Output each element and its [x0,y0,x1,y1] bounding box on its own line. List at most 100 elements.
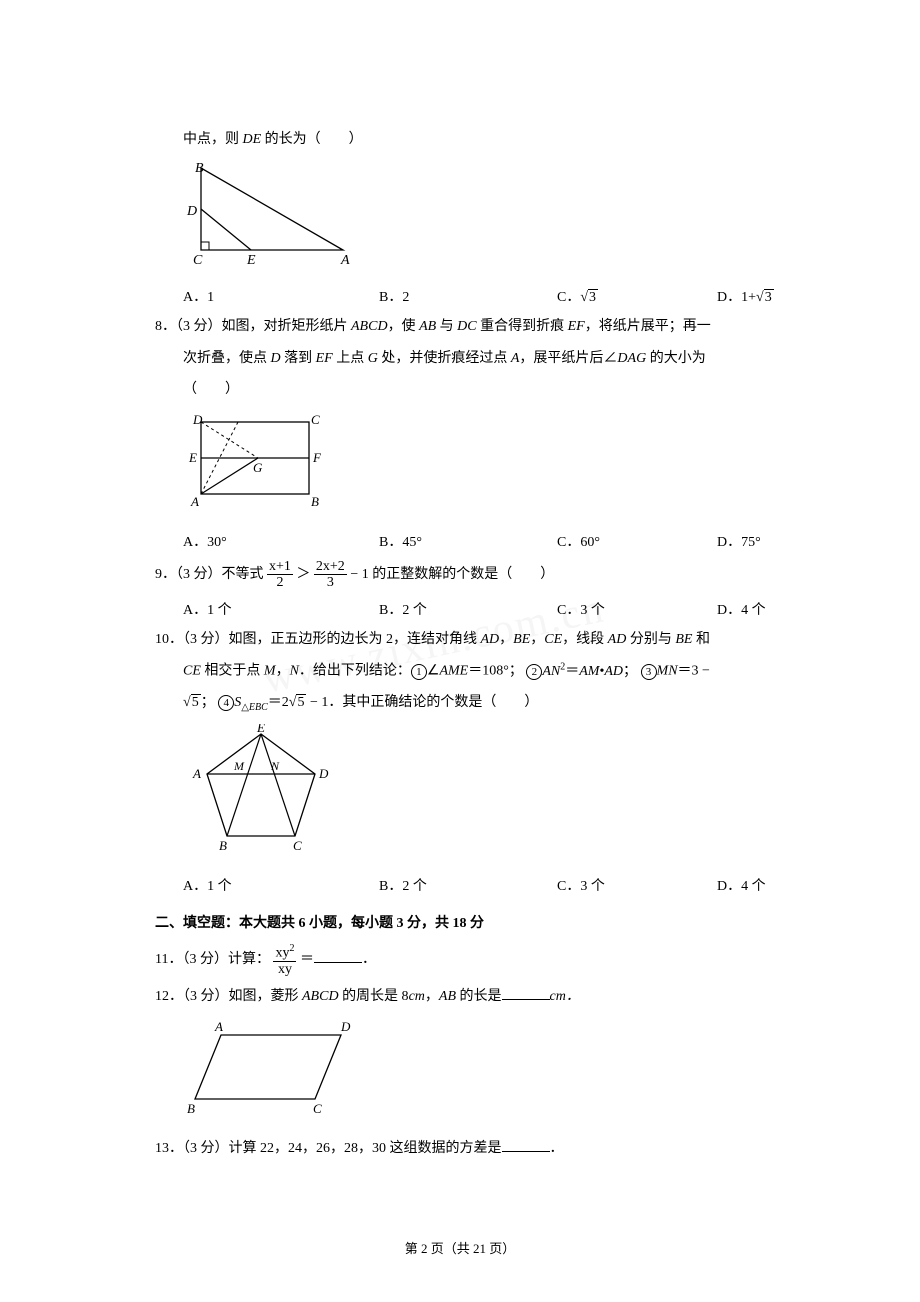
q10-a-v: 1 个 [207,879,232,894]
q9-frac2: 2x+23 [314,559,347,591]
q8-b1: ，使 AB 与 DC 重合得到折痕 EF，将纸片展平；再一 [388,319,711,334]
page-content: 中点，则 DE 的长为（ ） B D C E A A．1 B．2 C．√3 D．… [155,125,775,1164]
q9-pre: 9．（3 分）不等式 [155,567,264,582]
q8-opt-d: D．75° [717,528,761,557]
q9-frac1: x+12 [267,559,293,591]
q9-f1n: x+1 [267,559,293,575]
svg-text:F: F [312,450,322,465]
q8-options: A．30° B．45° C．60° D．75° [155,528,775,557]
q7-figure: B D C E A [183,160,775,276]
q9-b-v: 2 个 [402,603,427,618]
svg-text:A: A [214,1019,223,1034]
svg-text:G: G [253,460,263,475]
q7-opt-a-val: 1 [207,290,214,305]
q13-stem: 13．（3 分）计算 22，24，26，28，30 这组数据的方差是． [155,1134,775,1163]
q8-a-v: 30° [207,535,227,550]
svg-text:N: N [270,759,280,773]
svg-text:A: A [192,766,201,781]
q8-stem-2: 次折叠，使点 D 落到 EF 上点 G 处，并使折痕经过点 A，展平纸片后∠DA… [155,344,775,373]
svg-text:E: E [246,253,256,265]
q7-opt-a: A．1 [183,283,379,312]
q11-pre: 11．（3 分）计算： [155,952,270,967]
q10-options: A．1 个 B．2 个 C．3 个 D．4 个 [155,872,775,901]
q10-d-v: 4 个 [741,879,766,894]
q7-options: A．1 B．2 C．√3 D．1+√3 [155,283,775,312]
q11-num: xy2 [273,943,296,962]
svg-text:E: E [256,724,265,735]
svg-text:E: E [188,450,197,465]
svg-text:D: D [186,204,197,219]
q10-figure: E A D B C M N [183,724,775,865]
circ-1: 1 [411,664,427,680]
q10-c3: MN＝3 − [657,664,710,679]
page-number: 第 2 页（共 21 页） [0,1235,920,1262]
svg-text:A: A [340,253,350,265]
q10-sqrt5b: √5 [289,694,307,710]
q7-stem-tail: 中点，则 DE 的长为（ ） [155,125,775,154]
q9-f2d: 3 [314,575,347,590]
q13-s: 13．（3 分）计算 22，24，26，28，30 这组数据的方差是 [155,1141,502,1156]
q12-blank [502,986,550,1000]
q12-unit: cm． [550,989,580,1004]
q11-stem: 11．（3 分）计算： xy2 xy ＝ ． [155,940,775,979]
svg-text:A: A [190,494,199,509]
q10-opt-b: B．2 个 [379,872,557,901]
q7-opt-b: B．2 [379,283,557,312]
q7-triangle-svg: B D C E A [183,160,363,265]
svg-text:B: B [187,1101,195,1116]
q9-opt-a: A．1 个 [183,596,379,625]
svg-text:M: M [233,759,245,773]
circ-2: 2 [526,664,542,680]
q11-frac: xy2 xy [273,943,296,977]
q8-opt-a: A．30° [183,528,379,557]
q11-tail: ． [362,952,376,967]
q10-stem-2: CE 相交于点 M，N．给出下列结论：1∠AME＝108°； 2AN2＝AM•A… [155,656,775,686]
q8-stem-3: （ ） [155,375,775,404]
circ-4: 4 [218,695,234,711]
q9-stem: 9．（3 分）不等式 x+12 ＞ 2x+23 − 1 的正整数解的个数是（ ） [155,557,775,593]
q10-stem-3: √5； 4S△EBC＝2√5 − 1．其中正确结论的个数是（ ） [155,688,775,718]
q10-c-v: 3 个 [580,879,605,894]
q8-b-v: 45° [402,535,422,550]
q9-f1d: 2 [267,575,293,590]
q10-c2: AN2＝AM•AD； [542,664,637,679]
q11-eq: ＝ [300,952,314,967]
q8-abcd: ABCD [351,319,388,334]
q12-figure: A D B C [183,1017,775,1128]
circ-3: 3 [641,664,657,680]
q8-b2: 次折叠，使点 D 落到 EF 上点 G 处，并使折痕经过点 A，展平纸片后∠DA… [183,351,706,366]
q9-opt-b: B．2 个 [379,596,557,625]
section2-heading: 二、填空题：本大题共 6 小题，每小题 3 分，共 18 分 [155,909,775,938]
q12-stem: 12．（3 分）如图，菱形 ABCD 的周长是 8cm，AB 的长是cm． [155,982,775,1011]
q10-pentagon-svg: E A D B C M N [183,724,343,854]
q8-figure: D C E F A B G [183,410,775,521]
q10-b-v: 2 个 [402,879,427,894]
q10-opt-a: A．1 个 [183,872,379,901]
q9-gt: ＞ [296,567,310,582]
svg-text:C: C [311,412,320,427]
q11-den: xy [273,962,296,977]
q7-opt-c: C．√3 [557,283,717,312]
q9-options: A．1 个 B．2 个 C．3 个 D．4 个 [155,596,775,625]
q10-c4t: − 1．其中正确结论的个数是（ ） [306,695,538,710]
q9-c-v: 3 个 [580,603,605,618]
svg-text:C: C [313,1101,322,1116]
q11-blank [314,949,362,963]
svg-text:D: D [340,1019,351,1034]
q9-minus1: − 1 [350,567,368,582]
q9-opt-d: D．4 个 [717,596,766,625]
q8-stem-1: 8．（3 分）如图，对折矩形纸片 ABCD，使 AB 与 DC 重合得到折痕 E… [155,312,775,341]
q8-opt-b: B．45° [379,528,557,557]
q7-opt-d: D．1+√3 [717,283,774,312]
q12-rhombus-svg: A D B C [183,1017,373,1117]
q10-s1: 10．（3 分）如图，正五边形的边长为 2，连结对角线 AD，BE，CE，线段 … [155,632,710,647]
q9-a-v: 1 个 [207,603,232,618]
q8-rect-svg: D C E F A B G [183,410,333,510]
q10-opt-c: C．3 个 [557,872,717,901]
q10-sqrt5a: √5 [183,694,201,710]
q8-d-v: 75° [741,535,761,550]
q9-opt-c: C．3 个 [557,596,717,625]
q10-sub: △EBC [241,702,268,713]
q9-d-v: 4 个 [741,603,766,618]
q10-opt-d: D．4 个 [717,872,766,901]
